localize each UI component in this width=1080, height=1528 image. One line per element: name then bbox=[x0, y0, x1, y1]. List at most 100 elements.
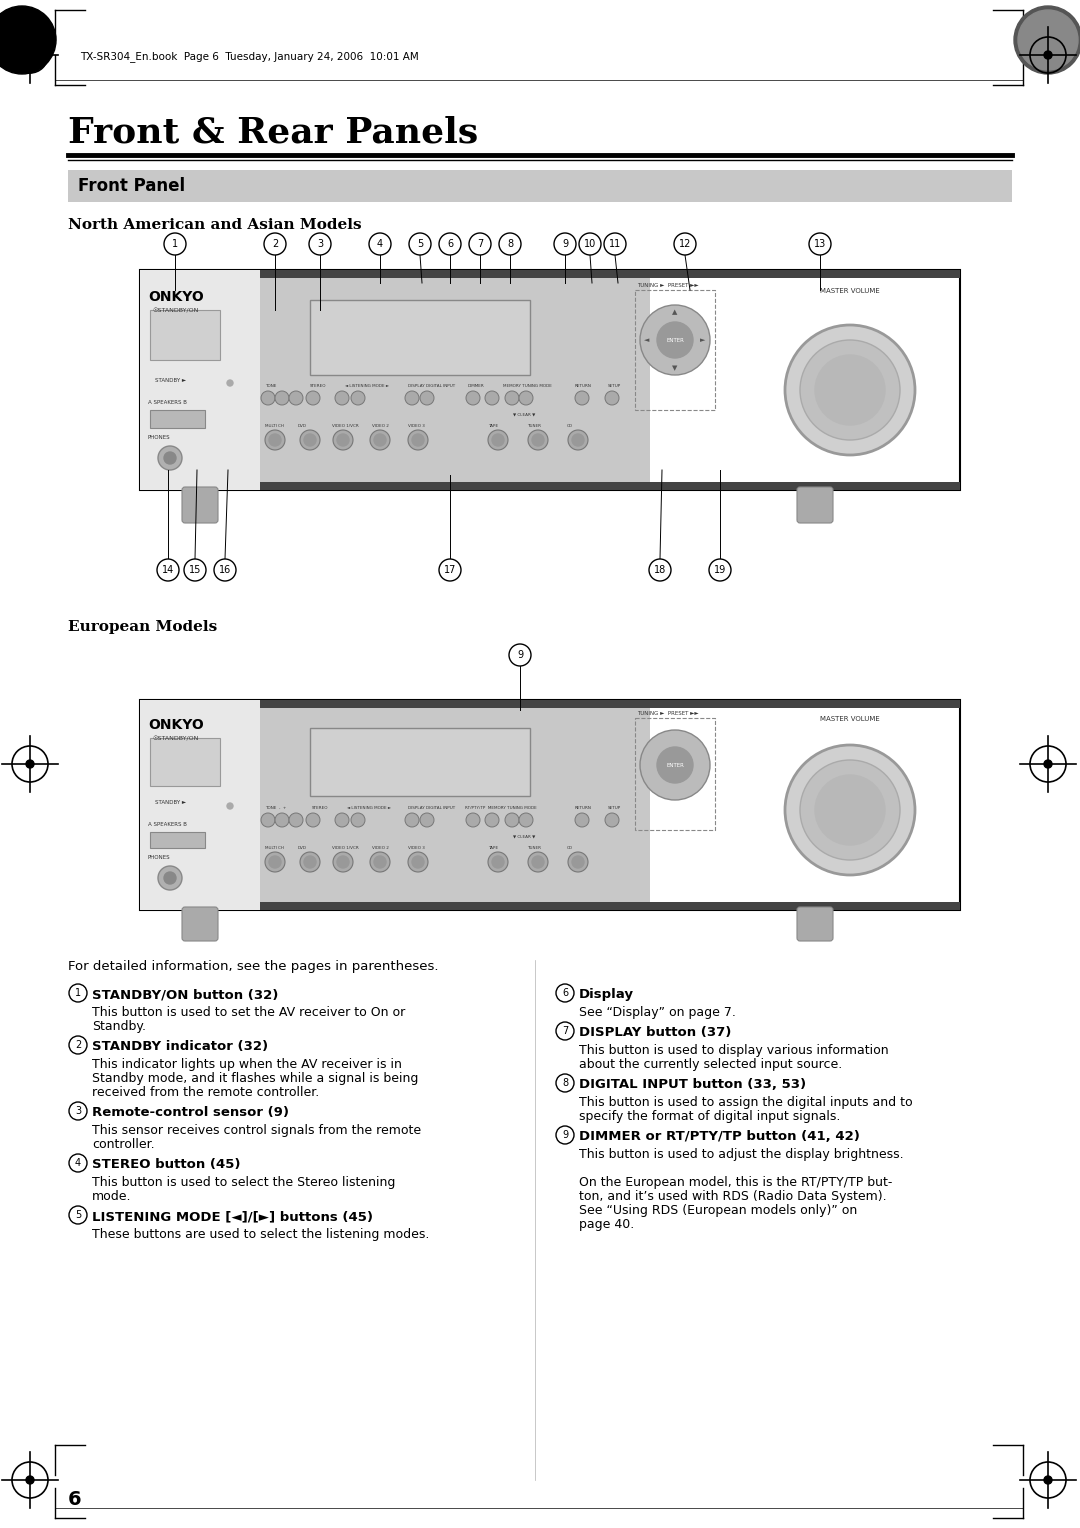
Text: specify the format of digital input signals.: specify the format of digital input sign… bbox=[579, 1109, 840, 1123]
Circle shape bbox=[640, 306, 710, 374]
Circle shape bbox=[800, 341, 900, 440]
Text: ▼ CLEAR ▼: ▼ CLEAR ▼ bbox=[513, 834, 536, 837]
Text: 3: 3 bbox=[316, 238, 323, 249]
Circle shape bbox=[157, 559, 179, 581]
Text: TUNING ►  PRESET ►►: TUNING ► PRESET ►► bbox=[637, 283, 699, 287]
Text: Front Panel: Front Panel bbox=[78, 177, 185, 196]
Circle shape bbox=[499, 232, 521, 255]
Circle shape bbox=[1018, 11, 1078, 70]
Circle shape bbox=[438, 232, 461, 255]
Circle shape bbox=[374, 434, 386, 446]
Text: VIDEO 1/VCR: VIDEO 1/VCR bbox=[332, 847, 359, 850]
Circle shape bbox=[337, 434, 349, 446]
Circle shape bbox=[420, 391, 434, 405]
Text: 4: 4 bbox=[75, 1158, 81, 1167]
Circle shape bbox=[184, 559, 206, 581]
Text: TAPE: TAPE bbox=[488, 847, 498, 850]
Text: 12: 12 bbox=[679, 238, 691, 249]
Text: 6: 6 bbox=[447, 238, 454, 249]
Text: VIDEO 2: VIDEO 2 bbox=[372, 423, 389, 428]
Text: 8: 8 bbox=[562, 1077, 568, 1088]
FancyBboxPatch shape bbox=[140, 481, 960, 490]
Circle shape bbox=[333, 853, 353, 872]
Text: about the currently selected input source.: about the currently selected input sourc… bbox=[579, 1057, 842, 1071]
Circle shape bbox=[411, 434, 424, 446]
Text: This button is used to set the AV receiver to On or: This button is used to set the AV receiv… bbox=[92, 1005, 405, 1019]
Circle shape bbox=[306, 391, 320, 405]
Text: 15: 15 bbox=[189, 565, 201, 575]
Text: controller.: controller. bbox=[92, 1138, 154, 1151]
Circle shape bbox=[69, 1036, 87, 1054]
Circle shape bbox=[532, 434, 544, 446]
Circle shape bbox=[351, 813, 365, 827]
Circle shape bbox=[214, 559, 237, 581]
Text: ONKYO: ONKYO bbox=[148, 718, 204, 732]
Text: Display: Display bbox=[579, 989, 634, 1001]
Text: VIDEO 1/VCR: VIDEO 1/VCR bbox=[332, 423, 359, 428]
Text: 3: 3 bbox=[75, 1106, 81, 1115]
Circle shape bbox=[227, 380, 233, 387]
Text: 2: 2 bbox=[75, 1041, 81, 1050]
Text: STEREO button (45): STEREO button (45) bbox=[92, 1158, 241, 1170]
Circle shape bbox=[303, 856, 316, 868]
Text: 1: 1 bbox=[75, 989, 81, 998]
Text: For detailed information, see the pages in parentheses.: For detailed information, see the pages … bbox=[68, 960, 438, 973]
Text: VIDEO 3: VIDEO 3 bbox=[408, 423, 424, 428]
Text: DISPLAY button (37): DISPLAY button (37) bbox=[579, 1025, 731, 1039]
Circle shape bbox=[411, 856, 424, 868]
Text: ONKYO: ONKYO bbox=[148, 290, 204, 304]
Circle shape bbox=[488, 429, 508, 451]
FancyBboxPatch shape bbox=[140, 270, 960, 490]
FancyBboxPatch shape bbox=[140, 700, 260, 911]
Circle shape bbox=[469, 232, 491, 255]
FancyBboxPatch shape bbox=[150, 310, 220, 361]
Text: See “Display” on page 7.: See “Display” on page 7. bbox=[579, 1005, 735, 1019]
Text: ☉STANDBY/ON: ☉STANDBY/ON bbox=[152, 309, 199, 313]
Text: TONE: TONE bbox=[265, 384, 276, 388]
Text: 17: 17 bbox=[444, 565, 456, 575]
Text: 9: 9 bbox=[562, 1131, 568, 1140]
Circle shape bbox=[556, 1074, 573, 1093]
Text: DVD: DVD bbox=[298, 847, 307, 850]
Text: VIDEO 3: VIDEO 3 bbox=[408, 847, 424, 850]
Circle shape bbox=[528, 853, 548, 872]
Text: 13: 13 bbox=[814, 238, 826, 249]
FancyBboxPatch shape bbox=[797, 908, 833, 941]
Text: Front & Rear Panels: Front & Rear Panels bbox=[68, 115, 478, 150]
Text: DIGITAL INPUT button (33, 53): DIGITAL INPUT button (33, 53) bbox=[579, 1077, 806, 1091]
FancyBboxPatch shape bbox=[183, 487, 218, 523]
Circle shape bbox=[492, 856, 504, 868]
Circle shape bbox=[554, 232, 576, 255]
Text: MASTER VOLUME: MASTER VOLUME bbox=[820, 717, 880, 723]
FancyBboxPatch shape bbox=[140, 700, 960, 707]
FancyBboxPatch shape bbox=[797, 487, 833, 523]
Text: 19: 19 bbox=[714, 565, 726, 575]
Text: 8: 8 bbox=[507, 238, 513, 249]
Text: RETURN: RETURN bbox=[575, 805, 592, 810]
Text: ◄: ◄ bbox=[645, 338, 650, 342]
Circle shape bbox=[370, 853, 390, 872]
FancyBboxPatch shape bbox=[140, 270, 260, 490]
Text: LISTENING MODE [◄]/[►] buttons (45): LISTENING MODE [◄]/[►] buttons (45) bbox=[92, 1210, 373, 1222]
FancyBboxPatch shape bbox=[310, 727, 530, 796]
FancyBboxPatch shape bbox=[183, 908, 218, 941]
Circle shape bbox=[26, 1476, 33, 1484]
Circle shape bbox=[485, 813, 499, 827]
Circle shape bbox=[303, 434, 316, 446]
Circle shape bbox=[528, 429, 548, 451]
Circle shape bbox=[69, 984, 87, 1002]
Circle shape bbox=[164, 232, 186, 255]
Text: See “Using RDS (European models only)” on: See “Using RDS (European models only)” o… bbox=[579, 1204, 858, 1216]
Text: 11: 11 bbox=[609, 238, 621, 249]
Circle shape bbox=[505, 391, 519, 405]
Text: ◄ LISTENING MODE ►: ◄ LISTENING MODE ► bbox=[345, 384, 389, 388]
Circle shape bbox=[369, 232, 391, 255]
Text: ENTER: ENTER bbox=[666, 338, 684, 342]
Circle shape bbox=[420, 813, 434, 827]
Text: RT/PTY/TP  MEMORY TUNING MODE: RT/PTY/TP MEMORY TUNING MODE bbox=[465, 805, 537, 810]
Circle shape bbox=[289, 813, 303, 827]
Text: ◄ LISTENING MODE ►: ◄ LISTENING MODE ► bbox=[347, 805, 391, 810]
Circle shape bbox=[492, 434, 504, 446]
Circle shape bbox=[374, 856, 386, 868]
Circle shape bbox=[1014, 6, 1080, 73]
